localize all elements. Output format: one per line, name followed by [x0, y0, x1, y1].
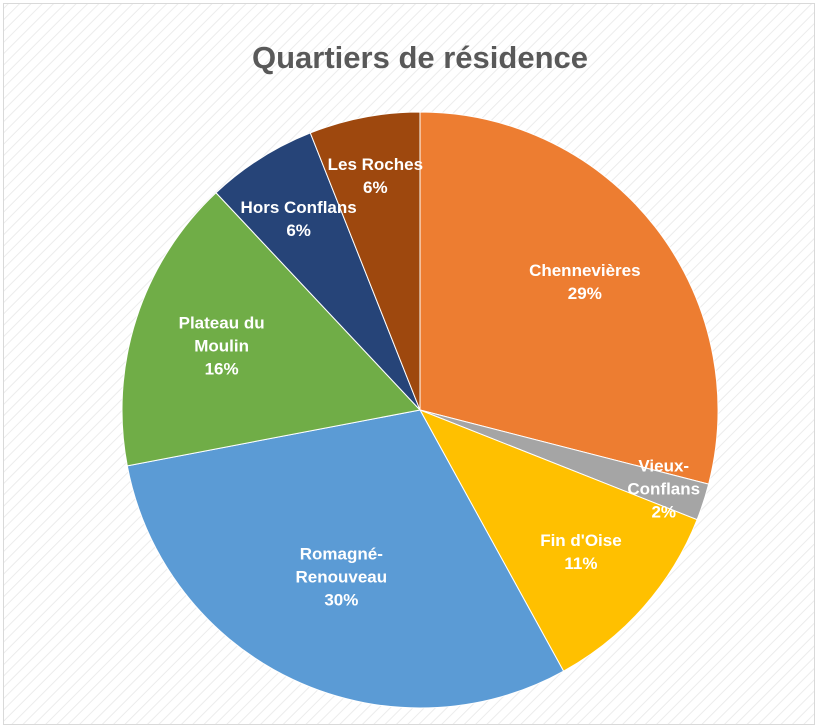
- chart-title: Quartiers de résidence: [252, 40, 588, 75]
- pie-slice: [418, 409, 698, 672]
- category-label: Fin d'Oise: [540, 530, 622, 550]
- slice-label: Chennevières 29%: [525, 259, 645, 305]
- category-label: Vieux-Conflans: [627, 456, 701, 499]
- value-label: 2%: [651, 502, 677, 522]
- value-label: 11%: [564, 553, 598, 573]
- category-label: Chennevières: [529, 261, 641, 281]
- pie-slice: [126, 409, 565, 709]
- pie-slice: [419, 111, 719, 485]
- slice-label: Romagné-Renouveau 30%: [281, 543, 401, 612]
- value-label: 6%: [363, 177, 388, 197]
- pie-slice: [309, 111, 421, 411]
- value-label: 30%: [324, 590, 359, 610]
- pie-slice: [121, 192, 421, 467]
- slice-label: Hors Conflans 6%: [239, 196, 359, 242]
- slice-label: Vieux-Conflans 2%: [604, 455, 724, 524]
- value-label: 16%: [204, 359, 239, 379]
- category-label: Hors Conflans: [240, 197, 357, 217]
- category-label: Les Roches: [327, 154, 424, 174]
- slice-label: Les Roches 6%: [315, 153, 435, 199]
- slice-label: Fin d'Oise 11%: [521, 529, 641, 575]
- value-label: 29%: [567, 284, 602, 304]
- value-label: 6%: [286, 220, 311, 240]
- slice-label: Plateau du Moulin 16%: [162, 311, 282, 380]
- category-label: Plateau du Moulin: [178, 313, 265, 356]
- category-label: Romagné-Renouveau: [295, 544, 388, 587]
